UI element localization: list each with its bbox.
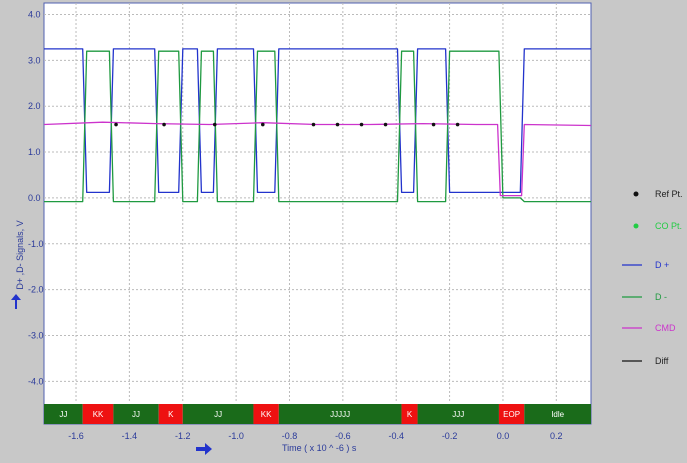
state-label: JJ — [214, 410, 222, 419]
x-tick-label: -1.0 — [228, 431, 244, 441]
x-tick-label: -0.6 — [335, 431, 351, 441]
state-segment — [524, 404, 591, 424]
y-tick-label: 4.0 — [28, 9, 41, 19]
y-tick-label: -4.0 — [28, 376, 44, 386]
state-segment — [113, 404, 159, 424]
state-segment — [278, 404, 402, 424]
series-line-d — [44, 50, 591, 203]
ref-point — [162, 122, 166, 127]
state-segment — [253, 404, 279, 424]
state-segment — [401, 404, 418, 424]
y-tick-label: -2.0 — [28, 285, 44, 295]
state-segment — [82, 404, 114, 424]
x-axis-arrow-icon — [196, 443, 212, 455]
ref-point — [359, 122, 364, 127]
state-segment — [44, 404, 83, 424]
legend-label-cmd: CMD — [655, 323, 676, 333]
y-tick-label: 1.0 — [28, 147, 41, 157]
ref-point — [261, 122, 265, 127]
legend-label-co-pt: CO Pt. — [655, 221, 682, 231]
y-tick-label: 2.0 — [28, 101, 41, 111]
ref-point — [383, 122, 388, 127]
legend-marker-ref-pt — [633, 191, 639, 197]
ref-point — [114, 122, 118, 127]
state-segment — [417, 404, 499, 424]
y-tick-label: -3.0 — [28, 331, 44, 341]
legend-label-d: D - — [655, 292, 667, 302]
legend-label-diff: Diff — [655, 356, 669, 366]
x-tick-label: -1.6 — [68, 431, 84, 441]
state-segment — [182, 404, 254, 424]
y-axis-arrow-icon — [11, 294, 21, 309]
state-label: JJJ — [452, 410, 464, 419]
x-tick-label: -0.4 — [388, 431, 404, 441]
state-label: JJJJJ — [330, 410, 350, 419]
ref-point — [212, 122, 217, 127]
y-tick-label: -1.0 — [28, 239, 44, 249]
state-segment — [498, 404, 525, 424]
x-tick-label: -1.2 — [175, 431, 191, 441]
state-label: KK — [261, 410, 272, 419]
state-label: EOP — [503, 410, 520, 419]
x-tick-label: 0.0 — [497, 431, 510, 441]
legend-label-d: D + — [655, 260, 669, 270]
state-label: Idle — [551, 410, 564, 419]
x-axis-label: Time ( x 10 ^ -6 ) s — [282, 443, 357, 453]
plot-area — [43, 2, 592, 425]
state-label: JJ — [59, 410, 67, 419]
x-tick-label: -0.2 — [442, 431, 458, 441]
state-label: JJ — [132, 410, 140, 419]
x-tick-label: 0.2 — [550, 431, 563, 441]
y-tick-label: 3.0 — [28, 55, 41, 65]
legend-marker-co-pt — [633, 223, 639, 229]
legend-label-ref-pt: Ref Pt. — [655, 189, 683, 199]
ref-point — [311, 122, 316, 127]
y-tick-label: 0.0 — [28, 193, 41, 203]
x-tick-label: -0.8 — [282, 431, 298, 441]
ref-point — [455, 122, 460, 127]
ref-point — [431, 122, 436, 127]
state-label: K — [407, 410, 413, 419]
x-tick-label: -1.4 — [122, 431, 138, 441]
state-label: K — [168, 410, 174, 419]
state-label: KK — [93, 410, 104, 419]
y-axis-label: D+ ,D- Signals, V — [15, 220, 25, 289]
ref-point — [335, 122, 340, 127]
state-segment — [158, 404, 183, 424]
